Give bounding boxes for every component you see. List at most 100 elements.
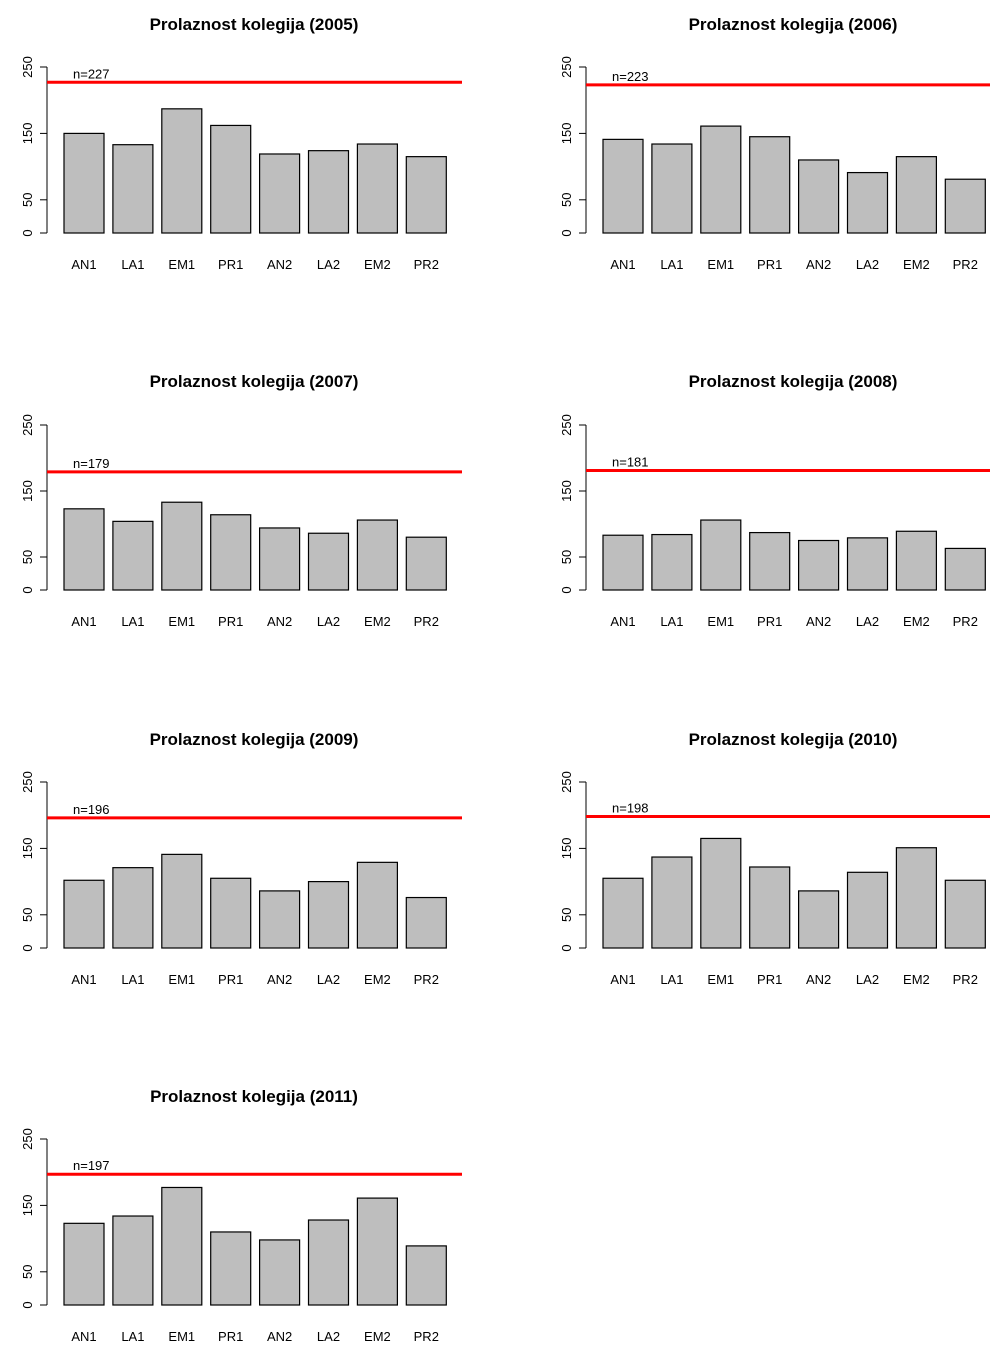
category-label: LA1 (121, 972, 144, 987)
category-label: EM2 (364, 972, 391, 987)
category-label: LA1 (660, 972, 683, 987)
bar-la1 (112, 867, 154, 949)
category-label: AN2 (806, 257, 831, 272)
category-label: LA2 (856, 257, 879, 272)
y-tick-label: 250 (559, 56, 574, 78)
bar-em2 (356, 519, 398, 591)
category-label: PR2 (953, 257, 978, 272)
category-label: AN2 (267, 972, 292, 987)
bar-pr1 (210, 1231, 252, 1306)
chart-panel: Prolaznost kolegija (2005) 0 50 150 250 AN1 LA… (20, 15, 462, 272)
y-tick-label: 0 (20, 586, 35, 593)
category-label: LA2 (317, 614, 340, 629)
category-label: LA2 (317, 1329, 340, 1344)
bar-em2 (356, 861, 398, 949)
bar-la2 (307, 1219, 350, 1306)
bar-pr2 (405, 1245, 447, 1306)
bar-la1 (651, 533, 693, 591)
bar-la1 (112, 1215, 154, 1306)
category-label: PR1 (757, 257, 782, 272)
category-label: PR2 (953, 972, 978, 987)
bar-an2 (259, 153, 301, 234)
bar-pr2 (944, 547, 986, 591)
bar-pr1 (210, 514, 252, 591)
bar-an2 (259, 1239, 301, 1306)
bar-em1 (161, 853, 203, 949)
category-label: EM2 (364, 1329, 391, 1344)
bar-an1 (63, 879, 105, 949)
bar-an1 (63, 132, 105, 234)
y-tick-label: 150 (20, 838, 35, 860)
bar-la2 (307, 880, 350, 949)
category-label: PR2 (414, 1329, 439, 1344)
category-label: LA2 (317, 257, 340, 272)
y-tick-label: 150 (559, 480, 574, 502)
category-label: EM2 (903, 972, 930, 987)
bar-an2 (797, 159, 840, 234)
chart-title: Prolaznost kolegija (2009) (150, 730, 359, 749)
y-tick-label: 50 (559, 908, 574, 922)
category-label: LA1 (121, 1329, 144, 1344)
bar-pr1 (210, 877, 252, 949)
category-label: AN2 (267, 614, 292, 629)
bar-an2 (797, 539, 840, 591)
bar-an1 (602, 138, 644, 234)
category-label: EM1 (168, 614, 195, 629)
y-tick-label: 250 (20, 414, 35, 436)
y-tick-label: 150 (559, 123, 574, 145)
bar-la1 (651, 143, 693, 234)
bar-pr1 (210, 124, 252, 234)
bar-la2 (846, 171, 889, 234)
category-label: PR1 (757, 614, 782, 629)
category-label: AN1 (71, 257, 96, 272)
category-label: EM2 (903, 257, 930, 272)
y-tick-label: 50 (559, 550, 574, 564)
category-label: PR1 (218, 614, 243, 629)
category-label: AN1 (71, 614, 96, 629)
chart-panel: Prolaznost kolegija (2008) 0 50 150 250 AN1 LA… (559, 372, 990, 629)
category-label: AN1 (610, 614, 635, 629)
y-tick-label: 0 (559, 229, 574, 236)
bar-an2 (259, 890, 301, 949)
category-label: AN2 (267, 257, 292, 272)
category-label: EM1 (168, 257, 195, 272)
category-label: PR1 (218, 972, 243, 987)
y-tick-label: 150 (20, 123, 35, 145)
bar-pr2 (405, 156, 447, 234)
bar-pr2 (944, 879, 986, 949)
y-tick-label: 150 (20, 480, 35, 502)
y-tick-label: 0 (559, 586, 574, 593)
category-label: EM1 (168, 972, 195, 987)
category-label: PR2 (953, 614, 978, 629)
category-label: AN1 (71, 972, 96, 987)
bar-la1 (651, 856, 693, 949)
y-tick-label: 150 (20, 1195, 35, 1217)
bar-an2 (259, 527, 301, 591)
y-tick-label: 150 (559, 838, 574, 860)
chart-title: Prolaznost kolegija (2007) (150, 372, 359, 391)
category-label: LA1 (660, 614, 683, 629)
reference-line-label: n=179 (73, 456, 110, 471)
category-label: PR1 (218, 257, 243, 272)
category-label: LA2 (856, 972, 879, 987)
chart-title: Prolaznost kolegija (2008) (689, 372, 898, 391)
bar-pr1 (749, 866, 791, 949)
bar-em1 (700, 125, 742, 234)
category-label: LA1 (121, 257, 144, 272)
bar-em1 (700, 519, 742, 591)
reference-line-label: n=223 (612, 69, 649, 84)
y-tick-label: 0 (559, 944, 574, 951)
chart-panel: Prolaznost kolegija (2006) 0 50 150 250 AN1 LA… (559, 15, 990, 272)
bar-em2 (895, 847, 938, 949)
y-tick-label: 250 (20, 771, 35, 793)
bar-pr1 (749, 136, 791, 234)
bar-pr2 (944, 178, 986, 234)
reference-line-label: n=198 (612, 801, 649, 816)
category-label: EM1 (707, 972, 734, 987)
reference-line-label: n=227 (73, 66, 110, 81)
bar-la2 (307, 150, 350, 234)
category-label: PR1 (218, 1329, 243, 1344)
y-tick-label: 0 (20, 229, 35, 236)
category-label: LA2 (856, 614, 879, 629)
